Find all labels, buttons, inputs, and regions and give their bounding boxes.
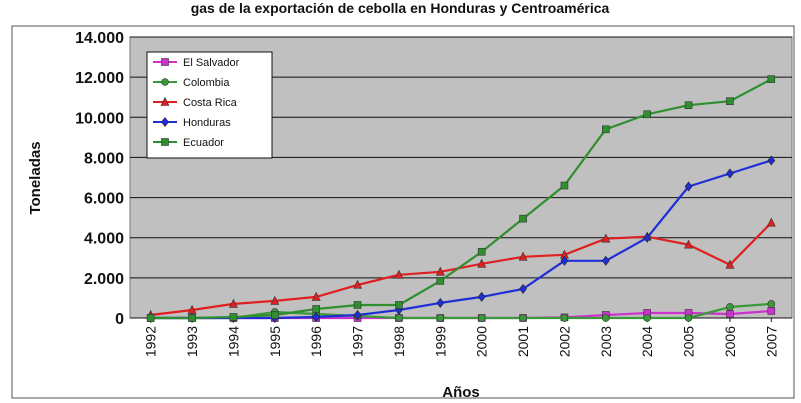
chart-top-caption: gas de la exportación de cebolla en Hond…: [191, 0, 610, 16]
data-point: [643, 110, 651, 119]
y-tick-label: 12.000: [75, 70, 124, 87]
x-tick-label: 2003: [598, 326, 614, 357]
y-tick-label: 4.000: [84, 231, 124, 248]
x-tick-label: 2004: [639, 326, 655, 357]
x-tick-label: 1999: [432, 326, 448, 357]
data-point: [767, 155, 776, 166]
legend-marker: [161, 117, 169, 127]
data-point: [560, 314, 569, 322]
x-tick-label: 2007: [763, 326, 779, 357]
x-tick-label: 1998: [391, 326, 407, 357]
series-line-ecuador: [150, 78, 772, 320]
data-point: [643, 232, 652, 243]
data-point: [353, 310, 362, 320]
data-point: [726, 168, 734, 179]
x-tick-label: 1997: [350, 326, 366, 357]
y-tick-label: 0: [115, 311, 124, 328]
x-tick-label: 2005: [681, 326, 697, 357]
legend-label-honduras: Honduras: [183, 117, 231, 129]
data-point: [229, 313, 238, 321]
data-point: [766, 217, 776, 227]
series-costa-rica: [146, 217, 776, 319]
data-point: [188, 314, 196, 322]
data-point: [725, 259, 735, 269]
x-tick-label: 1996: [308, 326, 324, 357]
data-point: [435, 266, 445, 276]
legend-marker: [161, 78, 169, 86]
data-point: [477, 291, 486, 302]
data-point: [518, 251, 528, 261]
data-point: [684, 314, 693, 322]
data-point: [767, 307, 776, 315]
data-point: [353, 279, 363, 289]
data-point: [726, 310, 734, 318]
legend-marker: [160, 96, 170, 106]
y-tick-label: 6.000: [84, 191, 124, 208]
x-axis-ticks: 1992 1993 1994 1995 1996 1997 1998 1999 2000 2001…: [143, 318, 779, 357]
x-tick-label: 2001: [515, 326, 531, 357]
data-point: [726, 303, 734, 311]
x-tick-label: 1995: [267, 326, 283, 357]
y-tick-label: 2.000: [84, 271, 124, 288]
series-line-honduras: [150, 159, 772, 320]
y-tick-label: 8.000: [84, 150, 124, 167]
data-point: [395, 301, 403, 309]
data-point: [519, 314, 527, 322]
data-point: [602, 125, 610, 134]
y-axis-ticks: 0 2.000 4.000 6.000 8.000 10.000 12.000 14.000: [75, 30, 124, 328]
data-point: [560, 181, 569, 190]
data-point: [228, 298, 238, 308]
data-point: [684, 101, 693, 110]
data-point: [146, 314, 155, 322]
x-tick-label: 1993: [184, 326, 200, 357]
series-ecuador: [146, 75, 776, 322]
legend: El Salvador Colombia Costa Rica Honduras Ecu…: [146, 51, 273, 159]
series-line-costa-rica: [150, 221, 773, 317]
data-point: [311, 291, 321, 301]
data-point: [560, 255, 569, 266]
y-tick-label: 10.000: [75, 110, 124, 127]
data-point: [726, 97, 734, 106]
data-point: [477, 247, 486, 256]
data-point: [477, 258, 487, 268]
data-point: [270, 295, 280, 305]
data-point: [684, 181, 693, 192]
y-axis-title: Toneladas: [27, 141, 44, 214]
legend-label-costa-rica: Costa Rica: [183, 97, 238, 109]
x-tick-label: 1994: [225, 326, 241, 357]
data-point: [767, 75, 776, 83]
data-point: [436, 297, 445, 308]
legend-label-ecuador: Ecuador: [183, 137, 224, 149]
data-point: [767, 300, 776, 308]
x-axis-title: Años: [442, 384, 480, 401]
legend-marker: [161, 58, 169, 66]
x-tick-label: 1992: [143, 326, 159, 357]
data-point: [353, 301, 362, 309]
data-point: [643, 314, 651, 322]
data-point: [436, 314, 445, 322]
data-point: [312, 305, 320, 313]
data-point: [601, 233, 611, 243]
x-tick-label: 2002: [556, 326, 572, 357]
x-tick-label: 2006: [722, 326, 738, 357]
data-point: [395, 314, 403, 322]
data-point: [684, 239, 694, 249]
y-tick-label: 14.000: [75, 30, 124, 47]
data-point: [271, 311, 279, 319]
legend-marker: [161, 138, 169, 146]
series-lines: [146, 75, 776, 323]
legend-label-colombia: Colombia: [183, 77, 230, 89]
data-point: [519, 283, 527, 294]
data-point: [602, 314, 610, 322]
data-point: [477, 314, 486, 322]
data-point: [519, 214, 527, 223]
legend-label-el-salvador: El Salvador: [183, 57, 240, 69]
data-point: [601, 255, 610, 266]
data-point: [436, 277, 445, 285]
data-point: [312, 312, 321, 322]
data-point: [394, 269, 404, 279]
x-tick-label: 2000: [474, 326, 490, 357]
